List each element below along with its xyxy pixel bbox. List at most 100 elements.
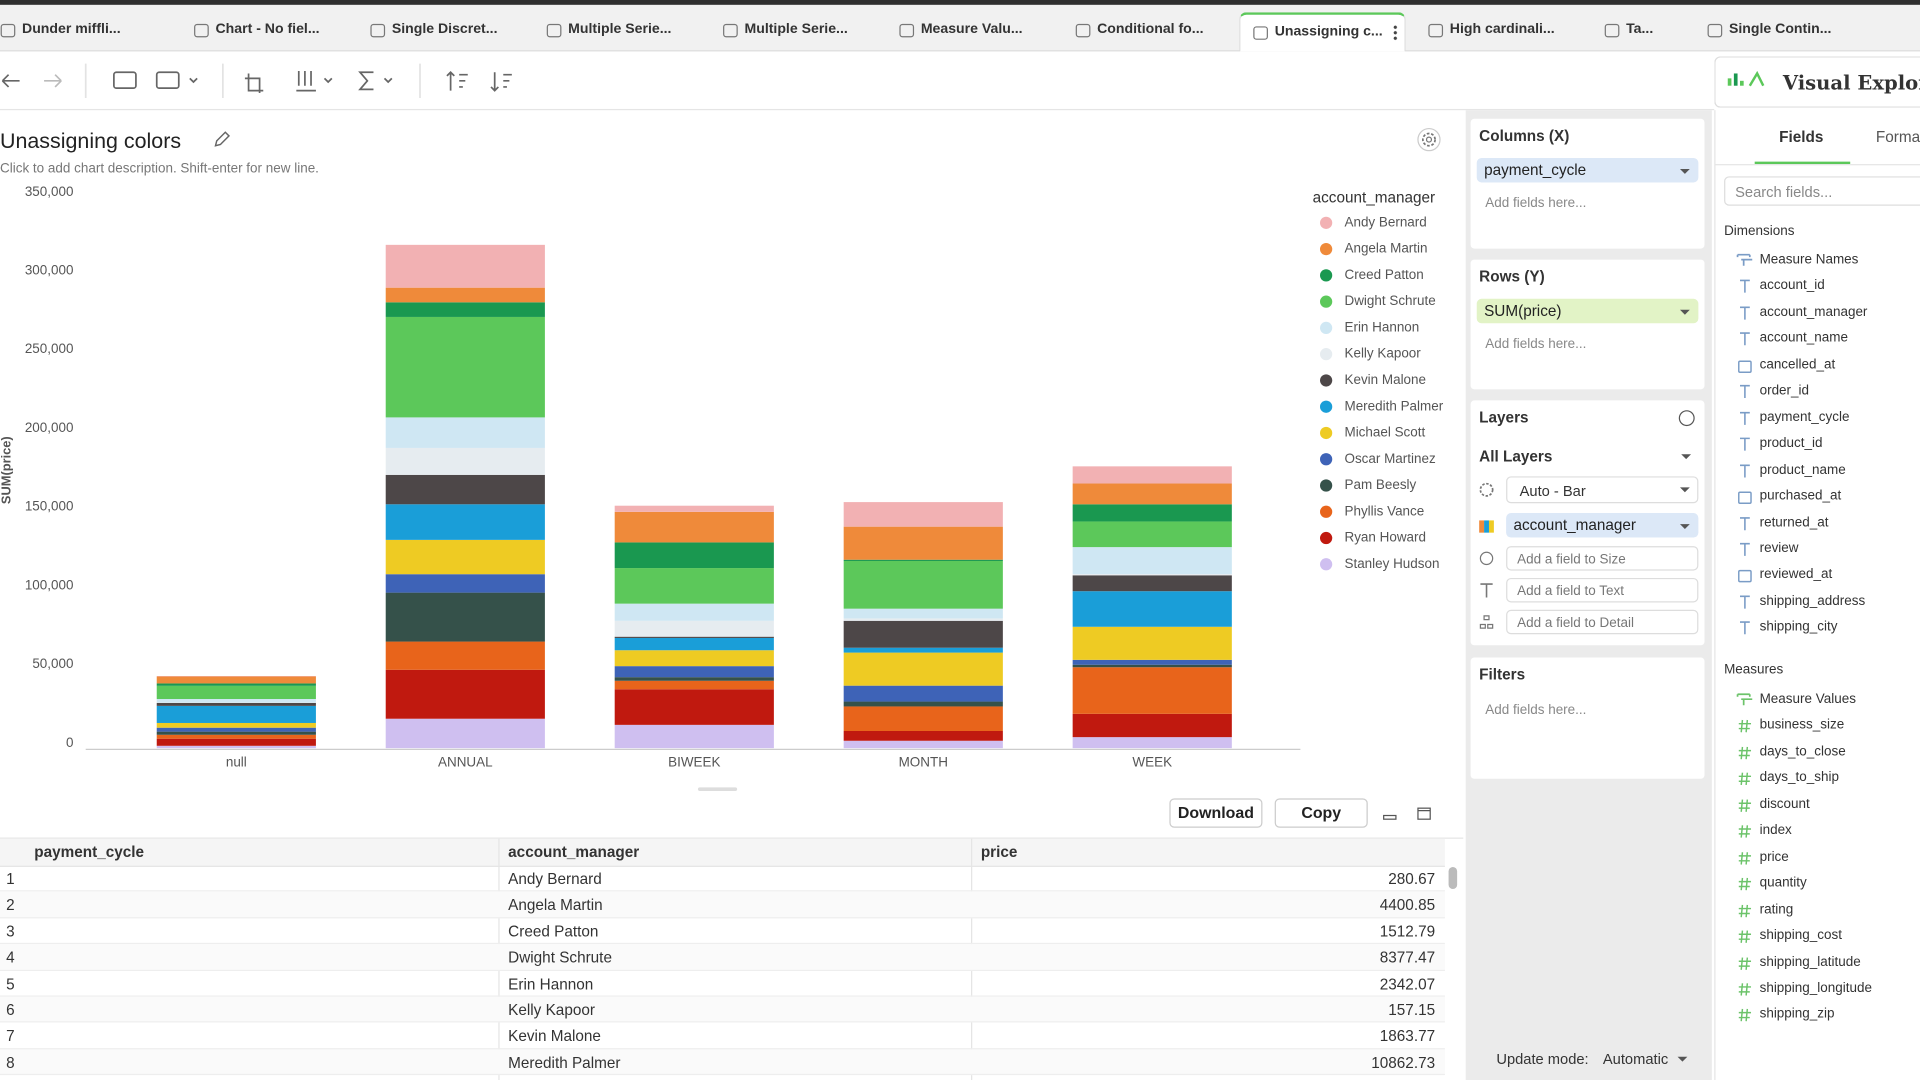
legend-label[interactable]: Stanley Hudson	[1344, 556, 1439, 571]
bar-segment[interactable]	[386, 540, 545, 574]
field-item[interactable]: reviewed_at	[1760, 567, 1833, 582]
legend-label[interactable]: Meredith Palmer	[1344, 398, 1443, 413]
table-scrollbar[interactable]	[1449, 867, 1458, 889]
bar-segment[interactable]	[1073, 627, 1232, 660]
layer-group[interactable]: All Layers	[1479, 448, 1552, 465]
shelf-placeholder[interactable]: Add fields here...	[1485, 703, 1586, 718]
info-icon[interactable]	[1679, 410, 1695, 426]
column-header[interactable]: account_manager	[508, 844, 639, 861]
legend-swatch[interactable]	[1320, 296, 1332, 308]
update-mode-value[interactable]: Automatic	[1603, 1051, 1668, 1068]
legend-label[interactable]: Michael Scott	[1344, 425, 1425, 440]
legend-label[interactable]: Oscar Martinez	[1344, 451, 1435, 466]
field-item[interactable]: account_manager	[1760, 305, 1868, 320]
legend-swatch[interactable]	[1320, 217, 1332, 229]
bar-segment[interactable]	[1073, 521, 1232, 547]
bar-segment[interactable]	[844, 731, 1003, 741]
row-field[interactable]: SUM(price)	[1477, 299, 1699, 323]
bar-segment[interactable]	[844, 706, 1003, 731]
legend-label[interactable]: Kevin Malone	[1344, 372, 1426, 387]
legend-swatch[interactable]	[1320, 348, 1332, 360]
bar-segment[interactable]	[844, 609, 1003, 619]
bar-segment[interactable]	[157, 723, 316, 728]
bar-segment[interactable]	[157, 703, 316, 706]
dropdown-caret[interactable]	[1679, 309, 1691, 316]
field-item[interactable]: shipping_latitude	[1760, 954, 1861, 969]
legend-swatch[interactable]	[1320, 479, 1332, 491]
legend-swatch[interactable]	[1320, 427, 1332, 439]
shelf-placeholder[interactable]: Add fields here...	[1485, 337, 1586, 352]
bar-segment[interactable]	[1073, 665, 1232, 668]
bar-segment[interactable]	[844, 686, 1003, 702]
field-item[interactable]: account_name	[1760, 331, 1848, 346]
bar-segment[interactable]	[1073, 484, 1232, 505]
legend-label[interactable]: Angela Martin	[1344, 241, 1427, 256]
field-item[interactable]: product_name	[1760, 462, 1846, 477]
dropdown-caret[interactable]	[1679, 523, 1691, 530]
legend-label[interactable]: Pam Beesly	[1344, 477, 1416, 492]
bar-segment[interactable]	[844, 653, 1003, 686]
bar-segment[interactable]	[844, 648, 1003, 653]
tab-label[interactable]: Ta...	[1626, 22, 1653, 37]
bar-segment[interactable]	[1073, 591, 1232, 627]
bar-segment[interactable]	[615, 725, 774, 748]
bar-segment[interactable]	[386, 670, 545, 719]
tab[interactable]: Single Contin...	[1695, 12, 1849, 51]
legend-swatch[interactable]	[1320, 243, 1332, 255]
bar-segment[interactable]	[386, 302, 545, 317]
field-item[interactable]: discount	[1760, 797, 1810, 812]
bar-segment[interactable]	[1073, 504, 1232, 521]
bar-segment[interactable]	[157, 732, 316, 735]
bar-segment[interactable]	[844, 502, 1003, 527]
bar-segment[interactable]	[844, 741, 1003, 748]
tab-label[interactable]: Single Contin...	[1729, 22, 1831, 37]
bar-segment[interactable]	[844, 527, 1003, 560]
encoding-drop[interactable]: Add a field to Detail	[1506, 610, 1698, 634]
resize-handle[interactable]	[698, 787, 737, 791]
encoding-drop[interactable]: Add a field to Text	[1506, 578, 1698, 602]
legend-swatch[interactable]	[1320, 374, 1332, 386]
field-item[interactable]: order_id	[1760, 384, 1809, 399]
legend-swatch[interactable]	[1320, 401, 1332, 413]
bar-segment[interactable]	[1073, 737, 1232, 748]
bar-segment[interactable]	[157, 746, 316, 748]
color-field[interactable]: account_manager	[1506, 513, 1698, 537]
bar-segment[interactable]	[615, 638, 774, 650]
bar-segment[interactable]	[615, 568, 774, 604]
bar-segment[interactable]	[1073, 547, 1232, 574]
bar-segment[interactable]	[386, 317, 545, 417]
bar-segment[interactable]	[157, 728, 316, 732]
bar-segment[interactable]	[1073, 466, 1232, 483]
bar-segment[interactable]	[615, 512, 774, 543]
minimize-table[interactable]	[1384, 816, 1396, 820]
bar-segment[interactable]	[615, 681, 774, 690]
panel-tab[interactable]: Forma	[1876, 129, 1920, 146]
bar-segment[interactable]	[844, 560, 1003, 561]
field-item[interactable]: shipping_city	[1760, 620, 1838, 635]
bar-segment[interactable]	[615, 604, 774, 621]
bar-segment[interactable]	[1073, 714, 1232, 737]
legend-swatch[interactable]	[1320, 558, 1332, 570]
legend-swatch[interactable]	[1320, 506, 1332, 518]
legend-label[interactable]: Kelly Kapoor	[1344, 346, 1421, 361]
field-item[interactable]: business_size	[1760, 718, 1845, 733]
legend-swatch[interactable]	[1320, 532, 1332, 544]
bar-segment[interactable]	[615, 650, 774, 666]
legend-label[interactable]: Creed Patton	[1344, 267, 1423, 282]
bar-segment[interactable]	[157, 699, 316, 703]
dropdown-caret[interactable]	[1679, 486, 1691, 493]
bar-segment[interactable]	[844, 702, 1003, 707]
bar-segment[interactable]	[386, 417, 545, 448]
bar-segment[interactable]	[157, 735, 316, 739]
bar-segment[interactable]	[386, 475, 545, 504]
bar-segment[interactable]	[615, 637, 774, 638]
dropdown-caret[interactable]	[1680, 453, 1692, 460]
bar-segment[interactable]	[386, 642, 545, 670]
bar-segment[interactable]	[157, 683, 316, 685]
copy-button[interactable]: Copy	[1275, 798, 1368, 827]
bar-segment[interactable]	[1073, 667, 1232, 714]
bar-segment[interactable]	[386, 504, 545, 540]
legend-label[interactable]: Erin Hannon	[1344, 319, 1419, 334]
bar-segment[interactable]	[615, 621, 774, 637]
field-item[interactable]: account_id	[1760, 278, 1825, 293]
